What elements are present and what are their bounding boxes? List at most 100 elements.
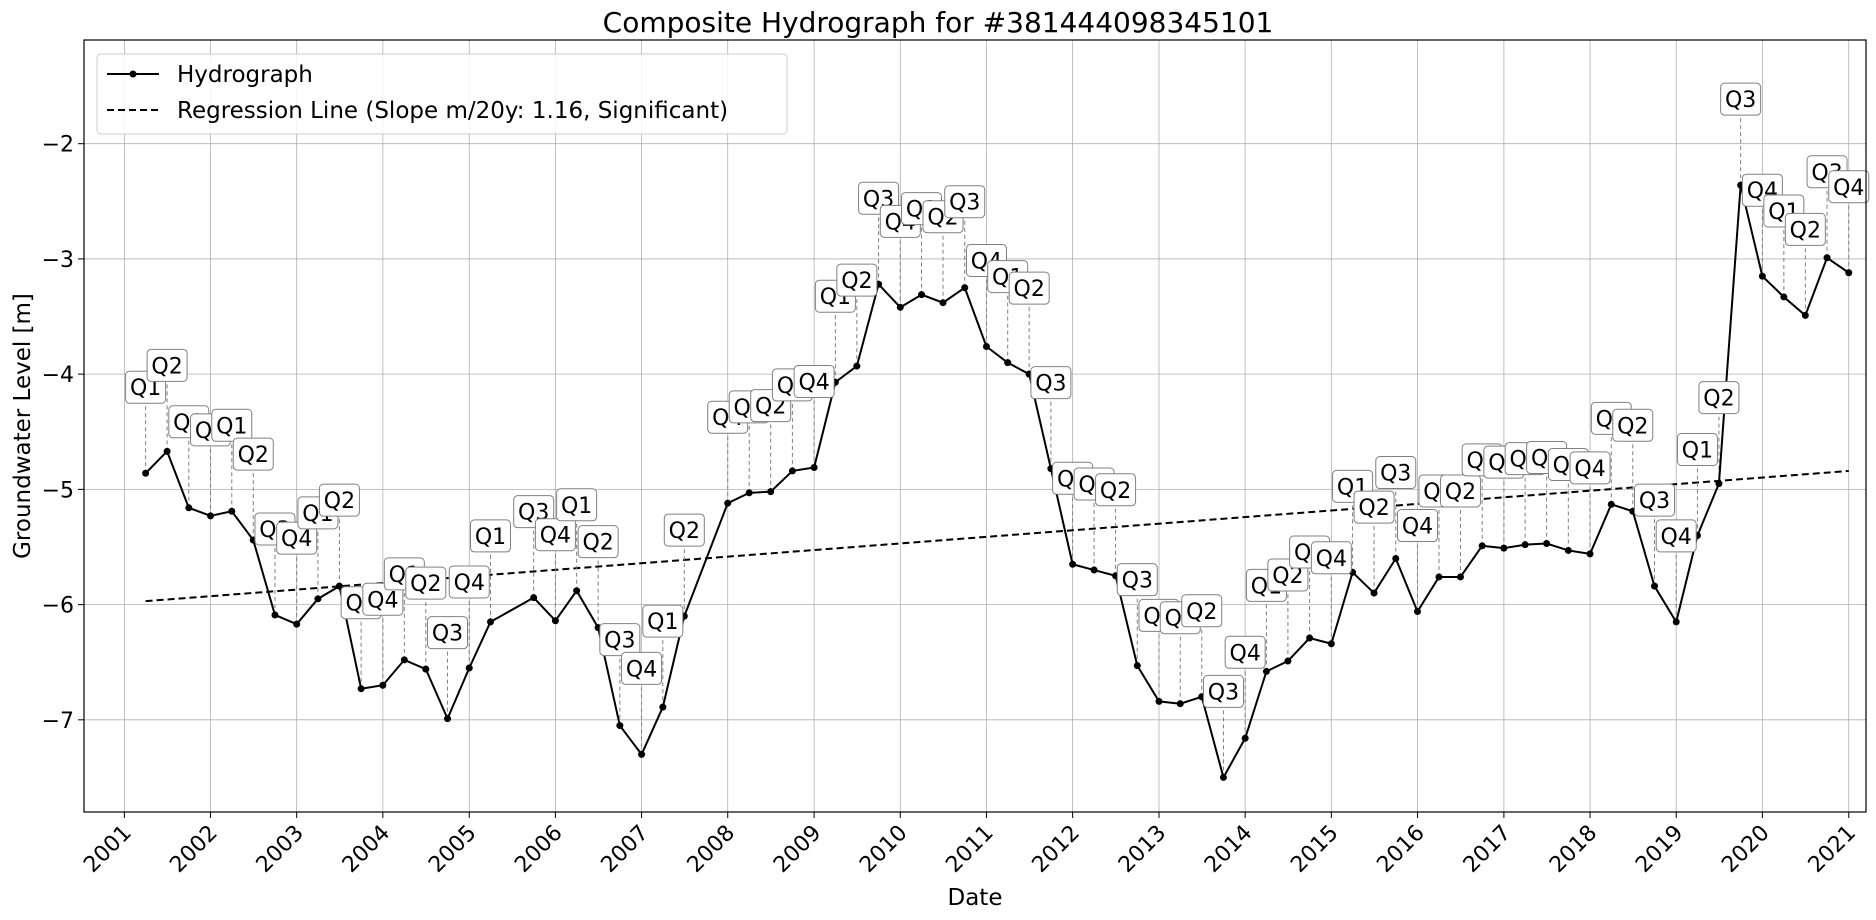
quarter-label-box — [599, 623, 641, 657]
hydrograph-point — [1845, 269, 1853, 277]
quarter-label-box — [1202, 674, 1244, 708]
hydrograph-point — [1780, 293, 1788, 301]
quarter-label: Q2 — [663, 513, 705, 547]
hydrograph-point — [616, 722, 624, 730]
hydrograph-point — [659, 703, 667, 711]
x-tick-label: 2001 — [79, 821, 136, 878]
quarter-label-box — [663, 513, 705, 547]
hydrograph-line — [144, 184, 1850, 781]
quarter-label: Q2 — [1353, 490, 1395, 524]
hydrograph-point — [1672, 618, 1680, 626]
regression-series — [145, 469, 1849, 603]
x-tick-label: 2019 — [1631, 821, 1688, 878]
quarter-label-text: Q2 — [1186, 600, 1217, 625]
hydrograph-point — [379, 681, 387, 689]
x-tick-label: 2018 — [1545, 821, 1602, 878]
quarter-label-text: Q2 — [410, 572, 441, 597]
quarter-label-text: Q4 — [1402, 515, 1433, 540]
hydrograph-point — [163, 447, 171, 455]
x-tick-label: 2005 — [424, 821, 481, 878]
hydrograph-point — [1133, 662, 1141, 670]
quarter-label: Q4 — [534, 518, 576, 552]
quarter-label-box — [1095, 473, 1137, 507]
quarter-label: Q4 — [621, 651, 663, 685]
quarter-label: Q2 — [232, 437, 274, 471]
x-tick-label: 2004 — [338, 821, 395, 878]
x-tick-label: 2010 — [855, 821, 912, 878]
quarter-label: Q4 — [448, 565, 490, 599]
quarter-label-box — [1396, 509, 1438, 543]
hydrograph-point — [1650, 582, 1658, 590]
hydrograph-point — [982, 342, 990, 350]
quarter-label: Q4 — [1741, 173, 1783, 207]
hydrograph-point — [1155, 697, 1163, 705]
hydrograph-point — [271, 611, 279, 619]
quarter-label-box — [1720, 82, 1762, 116]
quarter-label-text: Q2 — [582, 531, 613, 556]
quarter-label-box — [1030, 366, 1072, 400]
plot-frame — [83, 39, 1867, 813]
quarter-label-box — [448, 565, 490, 599]
quarter-label: Q2 — [1784, 212, 1826, 246]
quarter-label-box — [362, 582, 404, 616]
quarter-label-text: Q3 — [1208, 680, 1239, 705]
quarter-label-box — [534, 518, 576, 552]
hydrograph-point — [1413, 608, 1421, 616]
y-tick-label: −2 — [42, 133, 74, 158]
quarter-label: Q2 — [146, 348, 188, 382]
quarter-label-text: Q2 — [1617, 414, 1648, 439]
quarter-label-text: Q2 — [1014, 277, 1045, 302]
hydrograph-point — [1306, 634, 1314, 642]
quarter-label-text: Q1 — [647, 610, 678, 635]
hydrograph-point — [810, 463, 818, 471]
quarter-labels: Q1 Q2 Q3 Q4 Q1 Q2 Q3 Q4 Q1 Q2 Q3 Q4 Q1 Q2 Q3 Q4 Q1 Q3 Q4 Q1… — [125, 82, 1870, 708]
quarter-label-text: Q3 — [1035, 372, 1066, 397]
quarter-label-text: Q4 — [454, 571, 485, 596]
quarter-label-box — [1828, 170, 1870, 204]
quarter-label-box — [621, 651, 663, 685]
hydrograph-point — [1564, 546, 1572, 554]
quarter-label-box — [427, 616, 469, 650]
hydrograph-point — [896, 303, 904, 311]
quarter-label-text: Q4 — [367, 588, 398, 613]
quarter-label-box — [469, 519, 511, 553]
hydrograph-point — [1758, 272, 1766, 280]
hydrograph-point — [638, 750, 646, 758]
quarter-label-text: Q3 — [604, 629, 635, 654]
x-tick-label: 2020 — [1717, 821, 1774, 878]
x-tick-label: 2021 — [1804, 821, 1861, 878]
quarter-label: Q3 — [944, 185, 986, 219]
y-tick-label: −3 — [42, 248, 74, 273]
quarter-label-box — [1784, 212, 1826, 246]
hydrograph-point — [357, 685, 365, 693]
quarter-label: Q3 — [1030, 366, 1072, 400]
hydrograph-point — [1284, 657, 1292, 665]
quarter-label-box — [1375, 456, 1417, 490]
quarter-label: Q1 — [469, 519, 511, 553]
quarter-label-box — [1612, 408, 1654, 442]
quarter-label-box — [1353, 490, 1395, 524]
legend-hydrograph-label: Hydrograph — [177, 62, 313, 88]
quarter-label-text: Q1 — [475, 525, 506, 550]
hydrograph-point — [228, 507, 236, 515]
quarter-label-box — [793, 364, 835, 398]
x-tick-label: 2009 — [769, 821, 826, 878]
quarter-label-text: Q4 — [540, 524, 571, 549]
hydrograph-point — [1176, 700, 1184, 708]
quarter-label-text: Q2 — [151, 354, 182, 379]
quarter-label: Q4 — [1310, 541, 1352, 575]
hydrograph-point — [961, 284, 969, 292]
quarter-label-box — [1310, 541, 1352, 575]
quarter-label-box — [1569, 451, 1611, 485]
quarter-label: Q4 — [1569, 451, 1611, 485]
quarter-label: Q2 — [318, 483, 360, 517]
quarter-label-text: Q3 — [432, 622, 463, 647]
quarter-label: Q3 — [1720, 82, 1762, 116]
x-tick-label: 2011 — [941, 821, 998, 878]
hydrograph-point — [1823, 254, 1831, 262]
y-tick-label: −6 — [42, 594, 74, 619]
hydrograph-point — [486, 618, 494, 626]
quarter-label: Q3 — [599, 623, 641, 657]
quarter-label-text: Q2 — [1100, 479, 1131, 504]
